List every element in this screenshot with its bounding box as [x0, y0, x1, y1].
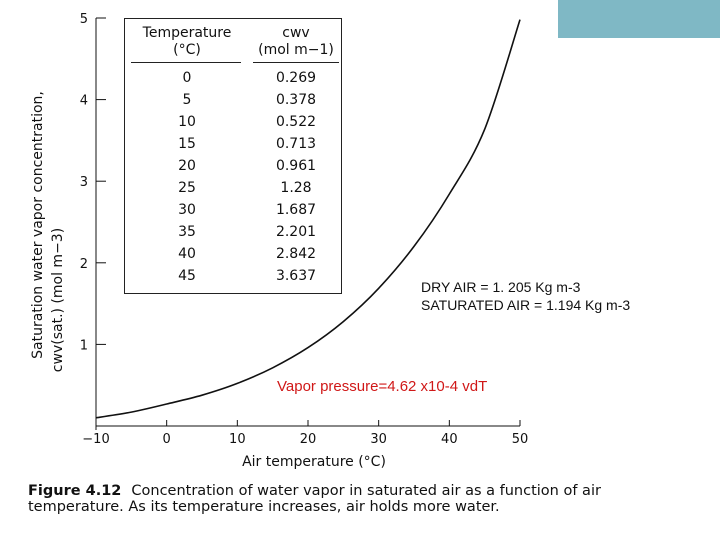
y-tick-label: 1 — [80, 338, 88, 353]
table-header-temperature-line2: (°C) — [173, 42, 201, 58]
table-header-cwv: cwv (mol m−1) — [251, 25, 341, 59]
table-cell-temperature: 45 — [178, 268, 196, 284]
table-row: 20 0.961 — [125, 156, 343, 178]
table-header-cwv-line2: (mol m−1) — [258, 42, 334, 58]
x-tick-label: −10 — [82, 432, 109, 447]
accent-box — [558, 0, 720, 38]
table-cell-temperature: 30 — [178, 202, 196, 218]
table-cell-cwv: 1.687 — [275, 202, 317, 218]
figure-caption-text: Concentration of water vapor in saturate… — [28, 483, 601, 515]
table-cell-cwv: 0.713 — [275, 136, 317, 152]
table-header-temperature-line1: Temperature — [142, 25, 232, 41]
x-axis-label: Air temperature (°C) — [242, 454, 386, 470]
table-cell-cwv: 2.201 — [275, 224, 317, 240]
table-header-cwv-line1: cwv — [282, 25, 310, 41]
table-cell-temperature: 10 — [178, 114, 196, 130]
saturated-air-note: SATURATED AIR = 1.194 Kg m-3 — [421, 297, 631, 313]
figure-caption: Figure 4.12 Concentration of water vapor … — [28, 483, 688, 515]
y-axis-label-line1: Saturation water vapor concentration, — [30, 91, 46, 359]
table-cell-cwv: 3.637 — [275, 268, 317, 284]
table-cell-cwv: 2.842 — [275, 246, 317, 262]
table-cell-temperature: 5 — [182, 92, 192, 108]
y-tick-label: 3 — [80, 175, 88, 190]
table-row: 15 0.713 — [125, 134, 343, 156]
table-rule — [253, 62, 339, 63]
table-row: 5 0.378 — [125, 90, 343, 112]
table-row: 25 1.28 — [125, 178, 343, 200]
table-cell-cwv: 0.269 — [275, 70, 317, 86]
x-tick-label: 30 — [370, 432, 387, 447]
table-cell-temperature: 20 — [178, 158, 196, 174]
table-row: 45 3.637 — [125, 266, 343, 288]
dry-air-note: DRY AIR = 1. 205 Kg m-3 — [421, 279, 581, 295]
table-cell-temperature: 35 — [178, 224, 196, 240]
table-cell-temperature: 25 — [178, 180, 196, 196]
table-cell-cwv: 1.28 — [280, 180, 312, 196]
table-row: 40 2.842 — [125, 244, 343, 266]
y-tick-label: 4 — [80, 94, 88, 109]
table-row: 35 2.201 — [125, 222, 343, 244]
x-tick-label: 50 — [512, 432, 529, 447]
table-cell-temperature: 40 — [178, 246, 196, 262]
table-cell-temperature: 0 — [182, 70, 192, 86]
data-table: Temperature (°C) cwv (mol m−1) 0 0.269 5… — [124, 18, 342, 294]
x-tick-label: 40 — [441, 432, 458, 447]
x-tick-label: 10 — [229, 432, 246, 447]
table-rule — [131, 62, 241, 63]
table-cell-cwv: 0.378 — [275, 92, 317, 108]
table-row: 30 1.687 — [125, 200, 343, 222]
y-tick-label: 2 — [80, 257, 88, 272]
table-row: 10 0.522 — [125, 112, 343, 134]
y-tick-label: 5 — [80, 12, 88, 27]
curve-layer — [95, 19, 521, 419]
table-header-temperature: Temperature (°C) — [131, 25, 243, 59]
table-cell-temperature: 15 — [178, 136, 196, 152]
x-tick-label: 0 — [163, 432, 171, 447]
table-cell-cwv: 0.522 — [275, 114, 317, 130]
table-cell-cwv: 0.961 — [275, 158, 317, 174]
table-row: 0 0.269 — [125, 68, 343, 90]
saturation-curve — [95, 19, 521, 419]
y-axis-label-line2: cwv(sat.) (mol m−3) — [50, 228, 66, 372]
figure-number: Figure 4.12 — [28, 483, 122, 499]
vapor-pressure-note: Vapor pressure=4.62 x10-4 vdT — [277, 378, 488, 395]
x-tick-label: 20 — [300, 432, 317, 447]
